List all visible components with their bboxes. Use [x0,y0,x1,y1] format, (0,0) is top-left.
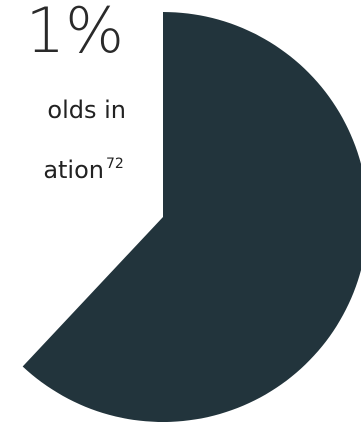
pie [22,12,361,422]
text-line: ation [43,156,104,184]
headline: 1% [26,0,124,67]
footnote-ref: 72 [106,156,124,172]
pie-slice [22,12,361,422]
text-line: olds in [47,96,126,124]
